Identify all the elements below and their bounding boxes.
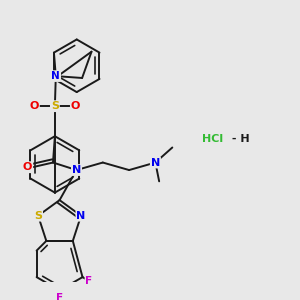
Text: F: F: [85, 276, 93, 286]
Text: HCl: HCl: [202, 134, 223, 144]
Text: N: N: [51, 71, 60, 81]
Text: S: S: [34, 211, 42, 221]
Text: O: O: [23, 162, 32, 172]
Text: O: O: [71, 101, 80, 111]
Text: N: N: [76, 211, 85, 221]
Text: S: S: [51, 101, 59, 111]
Text: N: N: [151, 158, 160, 167]
Text: O: O: [29, 101, 39, 111]
Text: F: F: [56, 293, 63, 300]
Text: - H: - H: [228, 134, 250, 144]
Text: N: N: [72, 165, 81, 175]
